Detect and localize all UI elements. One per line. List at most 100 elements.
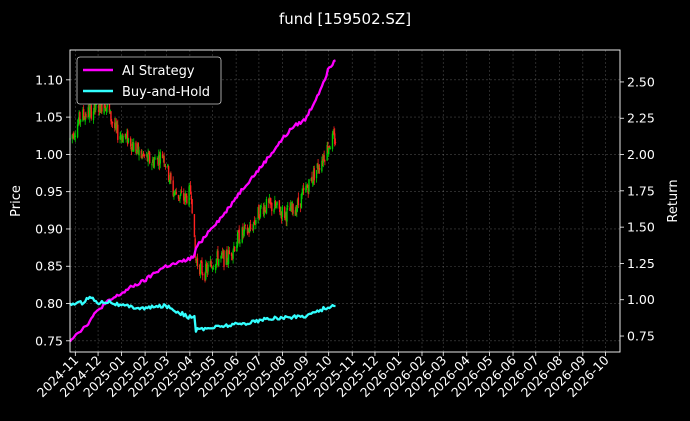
candle-body (104, 107, 107, 111)
candle-body (71, 134, 73, 139)
candle-body (151, 164, 153, 166)
candle-body (114, 122, 117, 129)
candle-body (281, 206, 284, 218)
candle-body (142, 154, 144, 156)
candle-body (141, 153, 143, 156)
y-axis-left-label: Price (9, 185, 24, 217)
candle-body (195, 258, 197, 261)
candle-body (111, 121, 113, 123)
candle-body (77, 121, 80, 125)
candle-body (307, 187, 309, 194)
candle-body (167, 166, 170, 181)
candle-body (89, 105, 92, 107)
candle-body (295, 208, 297, 215)
candle-body (211, 266, 213, 268)
candle-body (310, 178, 312, 181)
candle-body (148, 152, 150, 155)
legend-box (76, 56, 222, 105)
candle-body (195, 260, 198, 263)
candle-body (283, 207, 286, 219)
candle-body (132, 144, 134, 150)
candle-body (301, 192, 303, 196)
candle-body (312, 181, 314, 184)
candle-body (126, 130, 129, 145)
candle-body (227, 262, 229, 265)
candle-body (79, 112, 81, 122)
candle-body (284, 212, 287, 217)
candle-body (268, 199, 270, 203)
candle-body (136, 144, 139, 149)
candle-body (305, 187, 308, 188)
y-tick-left-label: 1.00 (35, 147, 63, 162)
candle-body (291, 201, 293, 211)
candle-body (328, 145, 331, 148)
candle-body (296, 208, 298, 213)
candle-body (156, 158, 158, 160)
candle-body (260, 206, 262, 207)
candle-body (242, 227, 244, 236)
candle-body (206, 267, 209, 274)
y-tick-right-label: 2.25 (627, 111, 655, 126)
candle-body (161, 154, 164, 159)
candle-body (321, 158, 324, 163)
candle-body (190, 195, 193, 200)
candle-body (202, 273, 204, 276)
candle-body (297, 197, 300, 205)
candle-body (85, 113, 87, 117)
candle-body (248, 230, 250, 234)
candle-body (130, 147, 133, 152)
candle-body (180, 193, 182, 196)
candle-body (94, 101, 96, 110)
candle-body (186, 195, 188, 204)
candle-body (111, 121, 114, 124)
candle-body (243, 230, 245, 235)
candle-body (200, 261, 202, 263)
candle-body (188, 186, 190, 206)
candle-body (276, 201, 278, 206)
candle-body (114, 122, 116, 129)
candle-body (264, 207, 266, 211)
candle-body (127, 138, 130, 143)
candle-body (95, 102, 97, 110)
candle-body (252, 222, 255, 229)
candle-body (299, 203, 302, 208)
candle-body (122, 135, 124, 143)
candle-body (184, 193, 187, 203)
y-tick-left-label: 0.75 (35, 333, 63, 348)
candle-body (296, 199, 299, 209)
candle-body (183, 193, 185, 201)
candle-body (268, 198, 271, 203)
y-tick-right-label: 2.00 (627, 147, 655, 162)
candle-body (334, 142, 337, 143)
y-tick-left-label: 0.95 (35, 184, 63, 199)
candle-body (98, 104, 100, 112)
candle-body (324, 160, 326, 162)
candle-body (119, 136, 121, 140)
candle-body (270, 202, 272, 204)
candle-body (105, 107, 108, 112)
candle-body (74, 135, 77, 137)
candle-body (163, 156, 165, 164)
candle-body (252, 228, 254, 230)
y-tick-left-label: 0.90 (35, 221, 63, 236)
candle-body (271, 202, 273, 212)
candle-body (117, 124, 119, 140)
candle-body (104, 103, 106, 109)
candle-body (326, 145, 328, 161)
y-axis-right-label: Return (666, 179, 681, 222)
candle-body (327, 148, 330, 155)
candle-body (233, 245, 235, 251)
candle-body (154, 157, 156, 160)
candle-body (210, 261, 212, 266)
candle-body (332, 132, 334, 135)
candle-body (254, 222, 256, 225)
candle-body (99, 101, 102, 113)
candle-body (286, 207, 288, 222)
candle-body (205, 263, 207, 280)
candle-body (148, 152, 151, 164)
candle-body (265, 199, 268, 214)
candle-body (115, 122, 117, 129)
candle-body (159, 152, 161, 164)
candle-body (317, 163, 319, 171)
candle-body (109, 109, 111, 114)
